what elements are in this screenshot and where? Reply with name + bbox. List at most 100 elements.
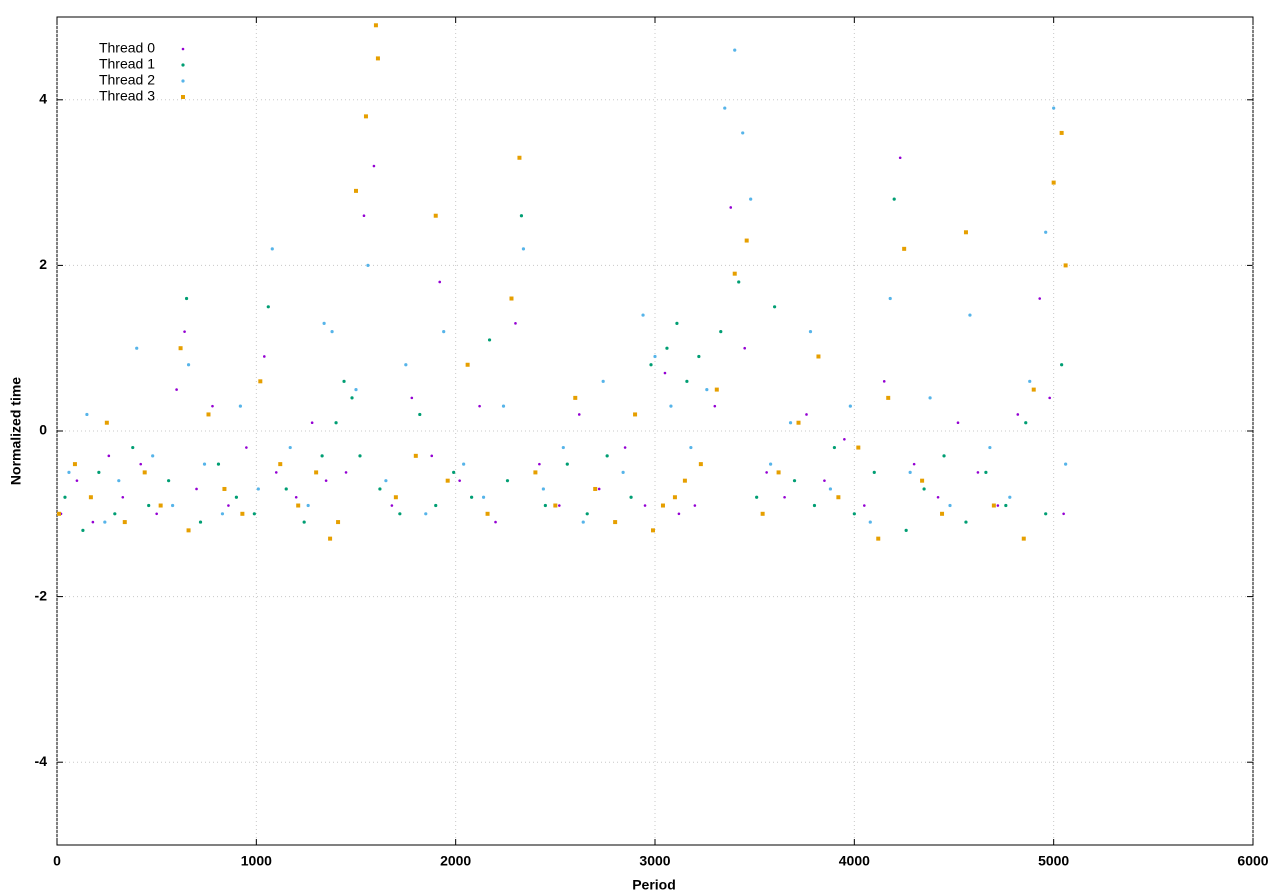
point (245, 446, 248, 449)
point (682, 478, 687, 483)
point (117, 479, 121, 483)
point (665, 346, 669, 350)
point (732, 271, 737, 276)
point (328, 536, 333, 541)
y-tick-label: -2 (35, 587, 48, 603)
point (336, 520, 341, 525)
point (623, 446, 627, 449)
point (430, 454, 434, 458)
point (912, 462, 916, 466)
point (107, 454, 111, 458)
point (186, 528, 191, 533)
point (198, 520, 203, 524)
point (211, 404, 214, 408)
point (142, 470, 147, 475)
point (314, 470, 319, 475)
point (514, 322, 517, 325)
point (288, 445, 292, 450)
point (697, 354, 701, 359)
point (633, 412, 638, 417)
point (104, 420, 109, 425)
point (270, 247, 274, 251)
point (234, 495, 238, 499)
point (581, 520, 585, 524)
point (171, 503, 175, 508)
point (67, 470, 71, 474)
point (808, 330, 813, 334)
point (713, 404, 717, 408)
point (760, 511, 765, 516)
point (1052, 106, 1056, 110)
point (577, 413, 581, 416)
y-tick-label: 0 (39, 422, 47, 438)
point (202, 462, 207, 466)
point (485, 511, 490, 516)
point (442, 330, 446, 334)
point (1044, 230, 1048, 234)
point (216, 462, 221, 466)
point (968, 313, 972, 317)
point (593, 486, 598, 491)
point (131, 445, 135, 450)
point (1038, 297, 1042, 300)
point (940, 511, 945, 516)
point (719, 330, 723, 334)
point (206, 412, 211, 417)
point (902, 246, 907, 251)
point (677, 512, 681, 516)
point (660, 503, 665, 508)
point (832, 445, 837, 450)
point (75, 479, 79, 482)
point (1059, 130, 1064, 135)
point (113, 512, 117, 516)
point (743, 346, 746, 350)
point (284, 487, 288, 491)
point (693, 504, 697, 507)
point (543, 503, 547, 508)
point (653, 354, 657, 359)
point (928, 396, 932, 400)
y-tick-label: -4 (35, 753, 48, 769)
point (796, 420, 801, 425)
point (788, 421, 793, 425)
point (505, 479, 510, 483)
x-tick-label: 6000 (1237, 853, 1268, 869)
point (433, 213, 438, 218)
point (868, 520, 872, 524)
point (445, 478, 450, 483)
point (478, 404, 481, 408)
point (227, 504, 230, 507)
point (320, 454, 324, 458)
point (139, 462, 143, 466)
point (63, 495, 67, 499)
point (976, 471, 980, 474)
point (220, 512, 225, 516)
point (585, 512, 589, 516)
point (274, 471, 278, 474)
point (601, 379, 605, 383)
point (605, 454, 609, 458)
point (1024, 421, 1028, 425)
point (372, 164, 376, 168)
point (344, 471, 348, 474)
point (306, 503, 310, 508)
point (494, 520, 497, 524)
point (996, 504, 1000, 507)
point (812, 503, 817, 508)
point (85, 412, 89, 417)
point (672, 495, 677, 500)
point (358, 454, 362, 458)
point (920, 478, 925, 483)
point (649, 363, 653, 367)
point (88, 495, 93, 500)
point (1060, 363, 1064, 367)
point (167, 479, 171, 483)
point (714, 387, 719, 392)
x-tick-label: 0 (53, 853, 61, 869)
point (904, 528, 908, 532)
point (322, 321, 326, 325)
point (342, 379, 346, 383)
point (651, 528, 656, 533)
point (465, 362, 470, 367)
